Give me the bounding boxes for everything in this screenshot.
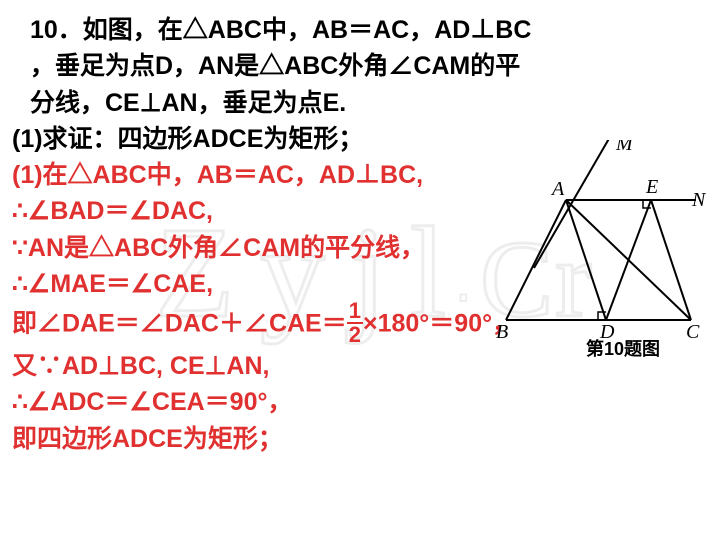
sol-line-8: 即四边形ADCE为矩形； — [12, 421, 700, 457]
figure-caption: 第10题图 — [586, 335, 660, 361]
frac-den: 2 — [347, 324, 363, 346]
sol-line-7: ∴∠ADC＝∠CEA＝90°， — [12, 384, 700, 420]
sol-5b: ×180°＝90°， — [363, 310, 517, 338]
label-A: A — [550, 178, 565, 200]
sol-5a: 即∠DAE＝∠DAC＋∠CAE＝ — [12, 310, 347, 338]
fraction: 12 — [347, 300, 363, 346]
problem-line-3: 分线，CE⊥AN，垂足为点E. — [30, 85, 700, 121]
problem-line-1: 10．如图，在△ABC中，AB＝AC，AD⊥BC — [30, 12, 700, 48]
label-B: B — [496, 321, 508, 340]
problem-line-2: ，垂足为点D，AN是△ABC外角∠CAM的平 — [30, 48, 700, 84]
frac-num: 1 — [347, 300, 363, 324]
label-M: M — [615, 140, 634, 155]
label-N: N — [691, 189, 706, 211]
label-C: C — [686, 321, 700, 340]
label-E: E — [645, 176, 658, 198]
geometry-diagram: A E N B D C M — [496, 140, 706, 360]
